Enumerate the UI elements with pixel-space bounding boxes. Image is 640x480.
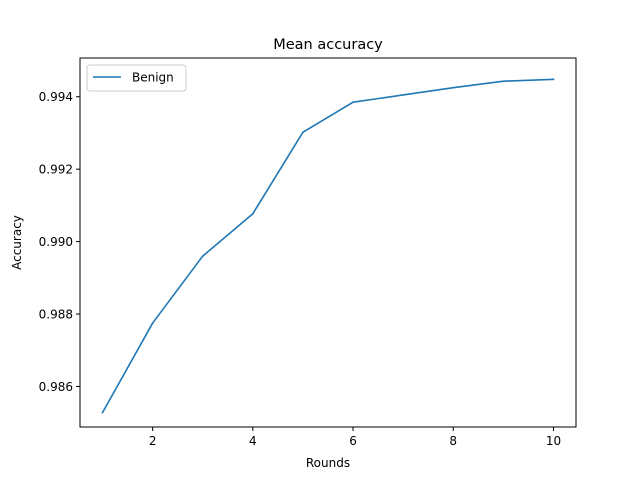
x-axis-ticks: 2 4 6 8 10 [149,427,561,448]
data-point [302,131,304,134]
x-tick-label: 2 [149,434,157,448]
data-point [252,212,254,215]
y-tick-label: 0.992 [39,163,73,177]
y-tick-label: 0.986 [39,380,73,394]
x-tick-label: 10 [546,434,561,448]
y-tick-label: 0.990 [39,235,73,249]
y-axis-label: Accuracy [10,215,24,270]
series-line-benign [101,78,555,414]
x-tick-label: 6 [349,434,357,448]
data-point [502,80,505,82]
data-point [352,101,354,103]
legend: Benign [86,64,187,92]
data-point [151,322,154,324]
data-point [201,255,204,257]
chart-title: Mean accuracy [273,37,383,53]
series-layer [101,78,555,414]
data-point [552,78,555,81]
x-tick-label: 8 [449,434,457,448]
plot-frame [79,57,577,428]
y-tick-label: 0.988 [39,308,73,322]
data-point [452,86,455,89]
x-axis-label: Rounds [306,456,350,470]
x-tick-label: 4 [249,434,257,448]
data-point [402,94,404,96]
legend-box [86,64,187,92]
y-axis-ticks: 0.986 0.988 0.990 0.992 0.994 [39,90,80,394]
y-tick-label: 0.994 [39,90,73,104]
legend-label: Benign [132,71,174,85]
data-point [101,411,104,414]
